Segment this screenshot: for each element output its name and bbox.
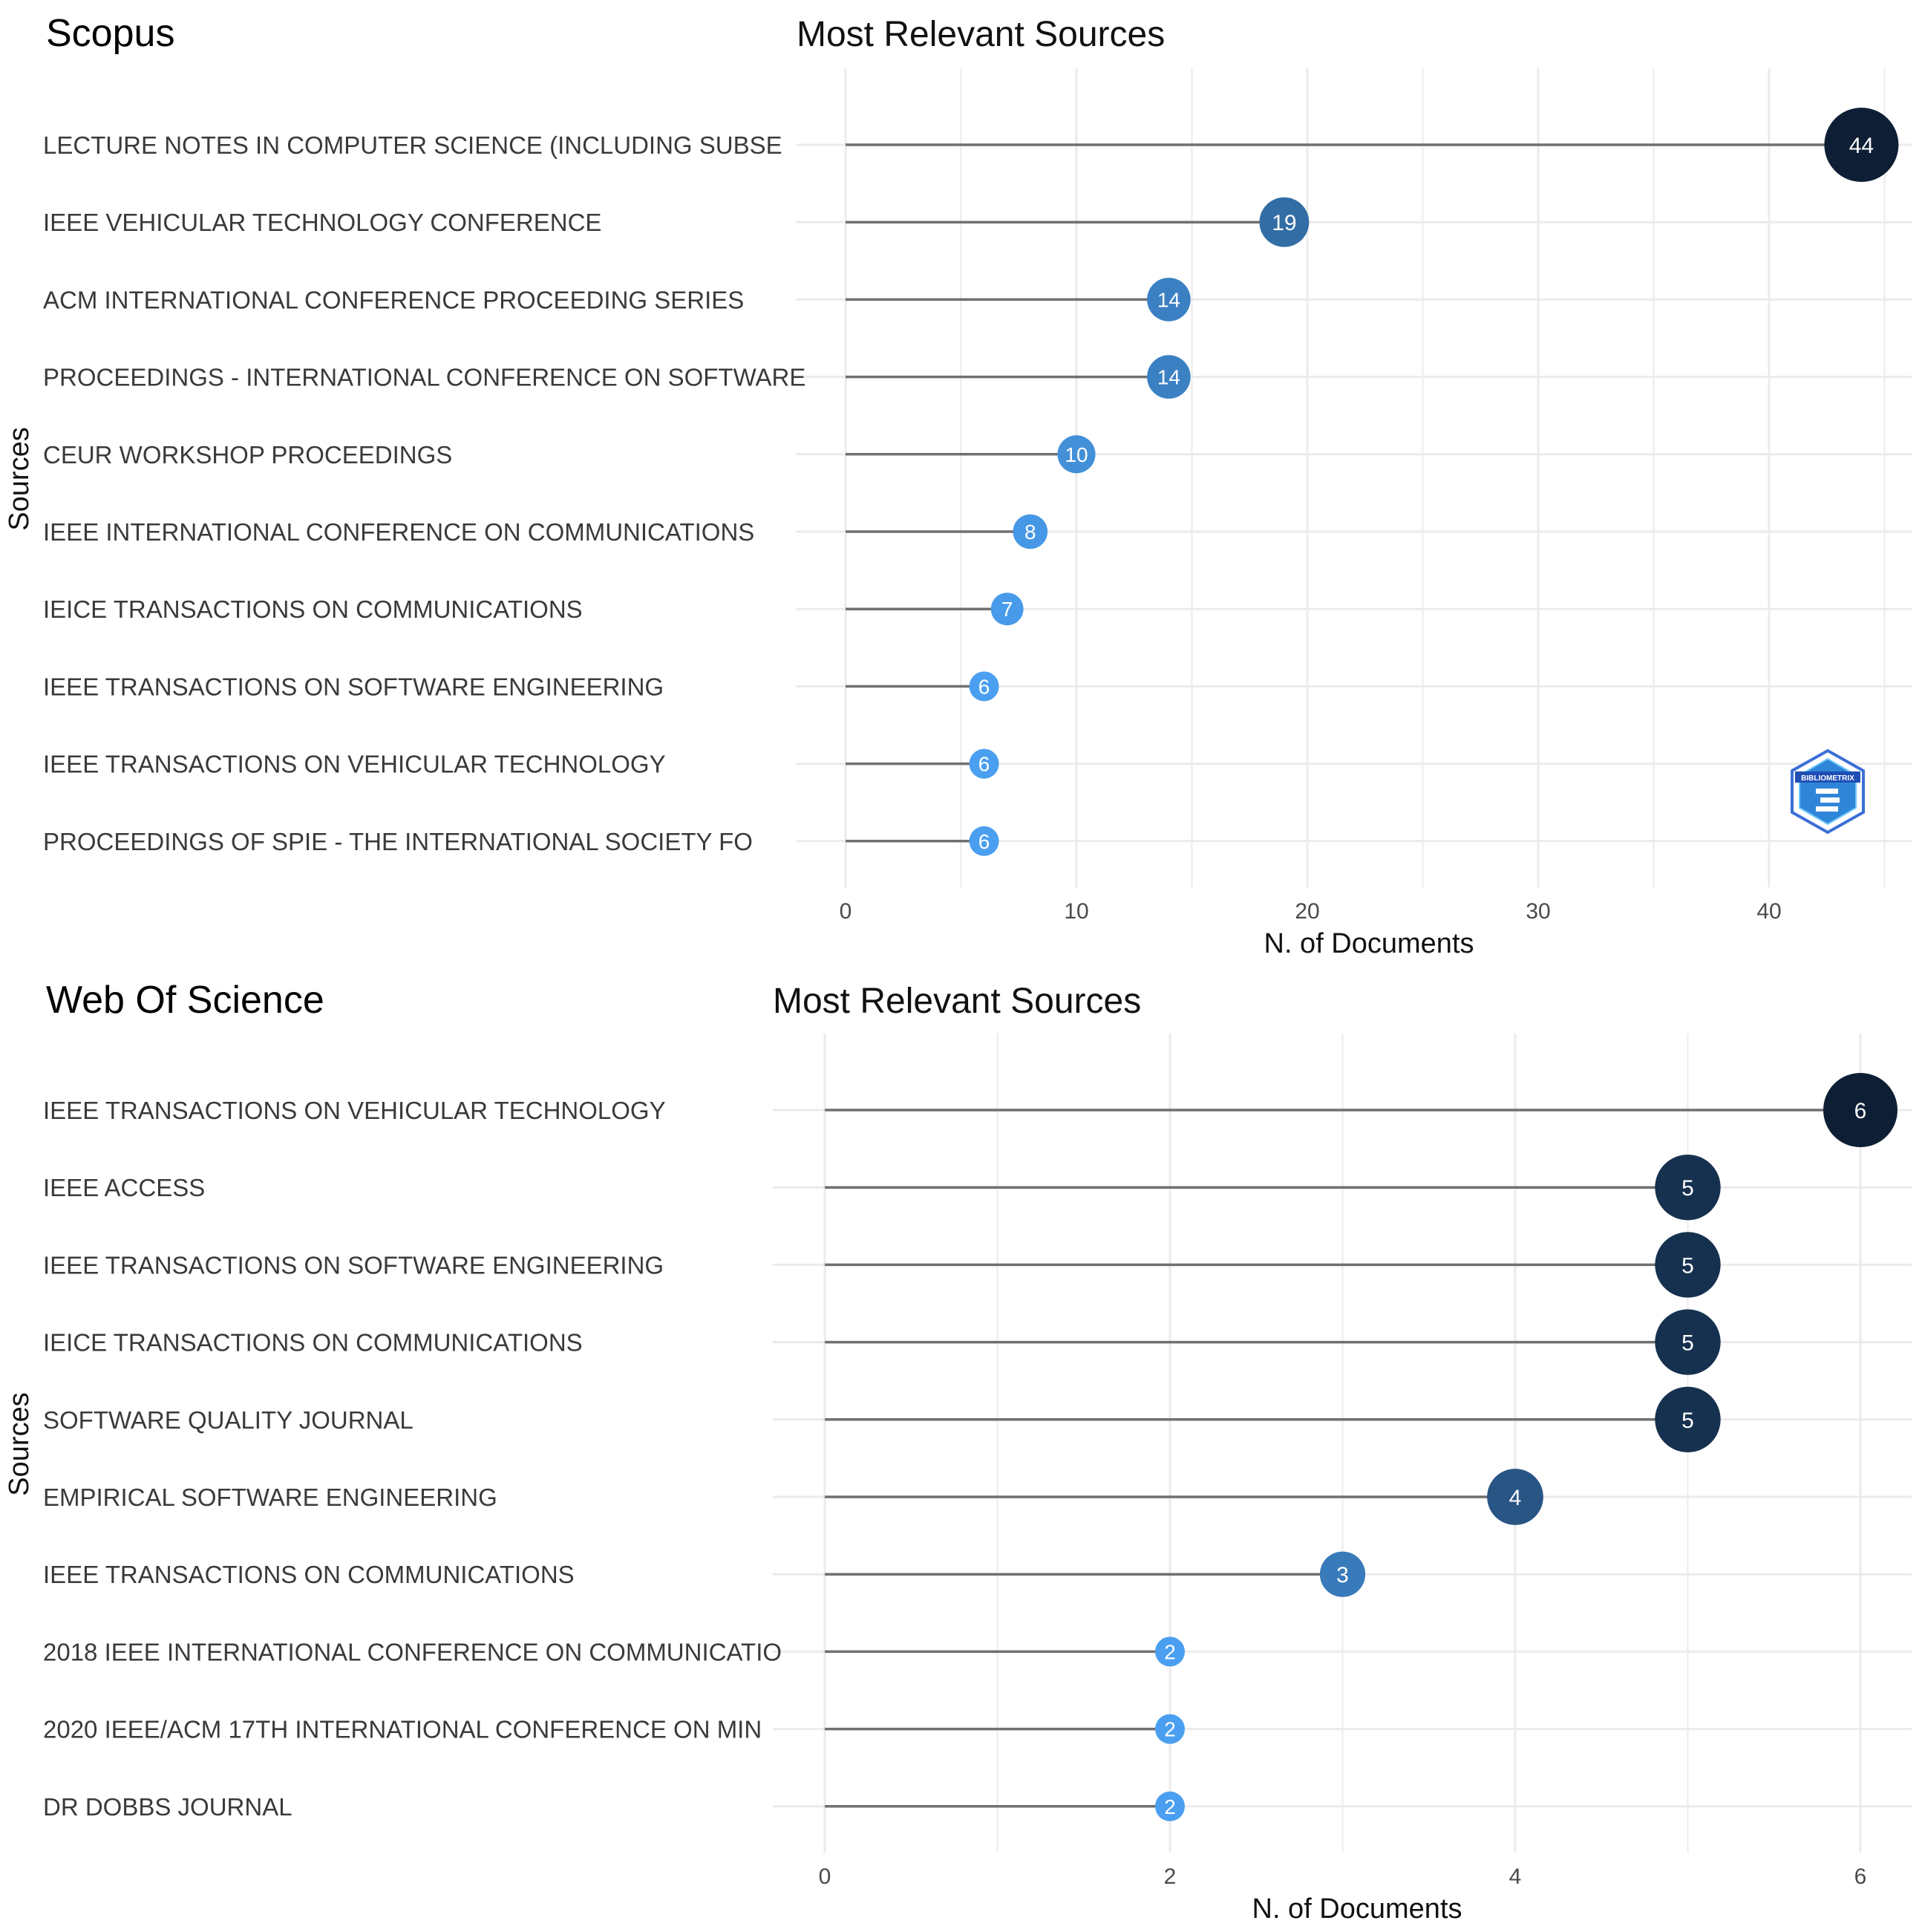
category-label: IEEE VEHICULAR TECHNOLOGY CONFERENCE <box>43 209 601 236</box>
chart-title: Most Relevant Sources <box>773 982 1141 1021</box>
lollipop-dot <box>1487 1469 1543 1525</box>
x-axis-title: N. of Documents <box>1252 1893 1462 1925</box>
chart-title: Most Relevant Sources <box>797 15 1165 54</box>
category-label: IEEE TRANSACTIONS ON SOFTWARE ENGINEERIN… <box>43 1251 664 1279</box>
logo-banner <box>1795 771 1860 783</box>
category-label: IEEE ACCESS <box>43 1174 205 1201</box>
data-label: 6 <box>978 675 990 698</box>
chart-panel-1: Scopus Most Relevant Sources 0 10 20 30 40 LECT… <box>4 12 1912 959</box>
category-label: IEICE TRANSACTIONS ON COMMUNICATIONS <box>43 595 583 623</box>
category-label: 2020 IEEE/ACM 17TH INTERNATIONAL CONFERE… <box>43 1716 762 1743</box>
logo-text: BIBLIOMETRIX <box>1801 774 1854 783</box>
lollipop-dot <box>1147 278 1191 322</box>
x-tick-label: 40 <box>1756 899 1781 924</box>
data-label: 19 <box>1272 211 1296 235</box>
lollipop-dot <box>1155 1714 1185 1744</box>
data-label: 44 <box>1849 134 1874 158</box>
category-label: IEEE TRANSACTIONS ON VEHICULAR TECHNOLOG… <box>43 751 666 778</box>
logo-bar <box>1816 789 1838 794</box>
lollipop-dot <box>1655 1155 1721 1221</box>
lollipop-dot <box>1655 1386 1721 1452</box>
category-label: IEICE TRANSACTIONS ON COMMUNICATIONS <box>43 1329 583 1357</box>
category-label: 2018 IEEE INTERNATIONAL CONFERENCE ON CO… <box>43 1638 782 1665</box>
x-tick-label: 0 <box>819 1864 831 1889</box>
lollipop-dot <box>1155 1636 1185 1667</box>
data-label: 5 <box>1681 1253 1694 1278</box>
y-axis-title: Sources <box>4 427 35 530</box>
data-label: 2 <box>1164 1795 1176 1818</box>
data-label: 5 <box>1681 1331 1694 1356</box>
bibliometrix-logo: BIBLIOMETRIX <box>1791 748 1865 835</box>
lollipop-dot <box>1013 514 1048 549</box>
data-label: 3 <box>1336 1563 1349 1587</box>
logo-bar <box>1820 797 1840 803</box>
chart-panel-2: Web Of Science Most Relevant Sources 0 2 4 6 I… <box>4 979 1912 1925</box>
data-label: 14 <box>1157 366 1180 389</box>
category-label: LECTURE NOTES IN COMPUTER SCIENCE (INCLU… <box>43 131 782 159</box>
x-tick-label: 2 <box>1164 1864 1177 1889</box>
data-label: 6 <box>1854 1099 1867 1123</box>
lollipop-dot <box>1824 108 1899 182</box>
lollipop-dot <box>1823 1073 1898 1147</box>
data-label: 7 <box>1001 598 1013 621</box>
panel-label: Scopus <box>46 12 174 55</box>
lollipop-dot <box>990 593 1024 626</box>
category-label: CEUR WORKSHOP PROCEEDINGS <box>43 441 452 469</box>
lollipop-dot <box>1319 1551 1366 1597</box>
category-label: PROCEEDINGS - INTERNATIONAL CONFERENCE O… <box>43 364 805 391</box>
category-label: EMPIRICAL SOFTWARE ENGINEERING <box>43 1484 497 1511</box>
x-tick-label: 20 <box>1295 899 1319 924</box>
x-tick-label: 0 <box>840 899 852 924</box>
category-label: DR DOBBS JOURNAL <box>43 1793 292 1821</box>
lollipop-dot <box>969 671 999 702</box>
lollipop-dot <box>969 748 999 779</box>
x-tick-label: 4 <box>1509 1864 1522 1889</box>
data-label: 2 <box>1164 1718 1176 1741</box>
lollipop-dot <box>1655 1232 1721 1298</box>
category-label: IEEE TRANSACTIONS ON COMMUNICATIONS <box>43 1561 575 1588</box>
x-axis-title: N. of Documents <box>1264 928 1474 959</box>
data-label: 6 <box>978 830 990 853</box>
x-tick-label: 10 <box>1064 899 1088 924</box>
panel-label: Web Of Science <box>46 979 324 1022</box>
lollipop-dot <box>969 826 999 856</box>
data-label: 4 <box>1509 1486 1522 1510</box>
category-label: IEEE TRANSACTIONS ON SOFTWARE ENGINEERIN… <box>43 673 664 700</box>
y-axis-title: Sources <box>4 1392 35 1495</box>
category-label: PROCEEDINGS OF SPIE - THE INTERNATIONAL … <box>43 828 753 855</box>
data-label: 5 <box>1681 1176 1694 1201</box>
category-label: ACM INTERNATIONAL CONFERENCE PROCEEDING … <box>43 286 744 313</box>
logo-bar <box>1816 806 1838 812</box>
x-tick-label: 30 <box>1526 899 1550 924</box>
data-label: 6 <box>978 753 990 776</box>
x-tick-label: 6 <box>1854 1864 1867 1889</box>
data-label: 5 <box>1681 1409 1694 1433</box>
category-label: SOFTWARE QUALITY JOURNAL <box>43 1406 414 1434</box>
category-label: IEEE INTERNATIONAL CONFERENCE ON COMMUNI… <box>43 518 754 546</box>
category-label: IEEE TRANSACTIONS ON VEHICULAR TECHNOLOG… <box>43 1097 666 1124</box>
data-label: 2 <box>1164 1640 1176 1663</box>
lollipop-dot <box>1057 435 1096 474</box>
lollipop-dot <box>1259 197 1310 247</box>
data-label: 10 <box>1065 443 1088 466</box>
data-label: 14 <box>1157 288 1180 311</box>
lollipop-dot <box>1147 355 1191 399</box>
data-label: 8 <box>1024 520 1036 544</box>
lollipop-dot <box>1655 1309 1721 1375</box>
lollipop-dot <box>1155 1791 1185 1821</box>
